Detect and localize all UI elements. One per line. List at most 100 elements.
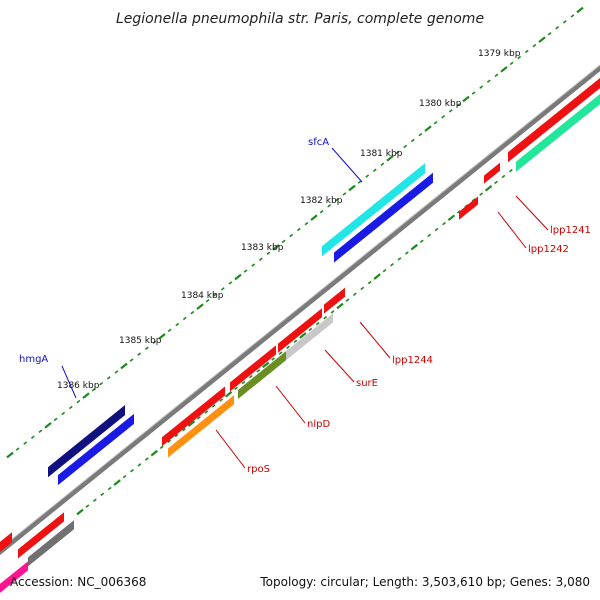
tick-dot	[382, 268, 387, 273]
tick-dot	[6, 451, 14, 459]
tick-dot	[204, 410, 209, 414]
tick-dot	[289, 233, 294, 238]
tick-dot	[137, 352, 142, 356]
gene-label[interactable]: lpp1242	[528, 244, 569, 255]
tick-dot	[130, 469, 134, 473]
tick-dot	[296, 227, 301, 232]
tick-dot	[266, 251, 271, 256]
lpp1241-top	[459, 191, 484, 212]
tick-dot	[271, 357, 276, 361]
bottom-left-gene-b-feature	[18, 507, 70, 559]
accession-text: Accession: NC_006368	[10, 575, 146, 589]
lpp1244-b-body	[278, 308, 322, 353]
bottom-left-gene-feature	[0, 527, 18, 552]
top-right-gene-body	[508, 78, 600, 163]
tick-dot	[99, 382, 104, 386]
gene-labels: sfcA hmgA lpp1241 lpp1242 lpp1244 surE nlpD rpo…	[19, 137, 591, 475]
nlpD-cds-body	[238, 351, 286, 399]
gene-label[interactable]: lpp1241	[550, 225, 591, 236]
tick-dot	[167, 328, 172, 333]
tick-dot	[272, 244, 280, 251]
label-leader-line	[324, 349, 355, 383]
tick-dot	[427, 233, 432, 238]
tick-dot	[187, 420, 196, 427]
bottom-left-cds-feature	[28, 515, 80, 567]
sfcA-cds-top	[334, 167, 439, 253]
tick-dot	[107, 486, 112, 491]
tick-dot	[220, 287, 225, 291]
label-leader-line	[275, 385, 306, 424]
label-leader-line	[515, 195, 549, 231]
bottom-left-pink-top	[0, 556, 34, 584]
lpp1241-body	[459, 196, 478, 220]
tick-dot	[15, 447, 20, 451]
nlpD-top	[162, 381, 231, 438]
tick-dot	[327, 204, 332, 208]
tick-dot	[158, 333, 166, 340]
gene-label[interactable]: sfcA	[308, 137, 329, 148]
tick-dot	[336, 302, 344, 310]
tick-dot	[508, 168, 513, 173]
tick-dot	[447, 214, 456, 221]
tick-dot	[342, 192, 347, 196]
tick-dot	[114, 370, 119, 374]
tick-dot	[258, 257, 263, 261]
tick-label: 1385 kbp	[119, 336, 162, 346]
tick-dot	[419, 239, 424, 244]
gene-label[interactable]: nlpD	[307, 419, 330, 430]
tick-dot	[410, 138, 415, 143]
outer-tick-dots	[6, 6, 584, 459]
hmgA-top	[48, 400, 131, 468]
feature-track	[0, 77, 600, 593]
gene-label[interactable]: rpoS	[247, 464, 270, 475]
top-right-cds-feature	[516, 93, 600, 172]
gene-label[interactable]: hmgA	[19, 354, 48, 365]
tick-dot	[494, 73, 499, 78]
tick-dot	[299, 332, 307, 339]
tick-dot	[524, 49, 529, 54]
tick-dot	[144, 346, 149, 350]
sfcA-top	[322, 158, 431, 247]
tick-dot	[92, 498, 97, 502]
tick-dot	[360, 286, 365, 291]
tick-dot	[433, 120, 438, 125]
lpp1244-b-top	[278, 303, 328, 344]
gene-label[interactable]: surE	[356, 378, 378, 389]
tick-label: 1381 kbp	[360, 149, 403, 159]
tick-label: 1386 kbp	[57, 381, 100, 391]
gene-label[interactable]: lpp1244	[392, 355, 433, 366]
tick-dot	[547, 31, 552, 36]
tick-dot	[293, 339, 298, 344]
tick-dot	[570, 14, 575, 18]
tick-dot	[100, 492, 105, 497]
rpoS-cds-body	[168, 395, 234, 458]
tick-dot	[174, 433, 179, 438]
tick-dot	[213, 293, 218, 297]
tick-dot	[196, 416, 201, 420]
tick-dot	[494, 180, 498, 185]
lpp1241-feature	[459, 191, 484, 220]
genome-backbone-highlight	[0, 64, 600, 550]
rpoS-cds-feature	[168, 390, 240, 458]
tick-dot	[380, 162, 385, 167]
tick-dot	[471, 91, 476, 95]
surE-cds-feature	[286, 308, 339, 361]
tick-dot	[281, 239, 286, 244]
tick-dot	[357, 180, 362, 184]
tick-label: 1380 kbp	[419, 99, 462, 109]
tick-dot	[372, 168, 377, 172]
tick-dot	[137, 463, 142, 467]
label-leader-line	[215, 429, 246, 469]
tick-dot	[91, 387, 96, 392]
tick-dot	[576, 6, 584, 14]
tick-dot	[424, 125, 432, 132]
tick-dot	[53, 417, 58, 422]
tick-dot	[243, 269, 248, 273]
sfcA-body	[322, 163, 425, 257]
tick-label: 1379 kbp	[478, 49, 521, 59]
lpp1244-b-feature	[278, 303, 328, 353]
tick-dot	[410, 243, 418, 251]
tick-dot	[345, 298, 350, 302]
tick-dot	[182, 316, 187, 321]
